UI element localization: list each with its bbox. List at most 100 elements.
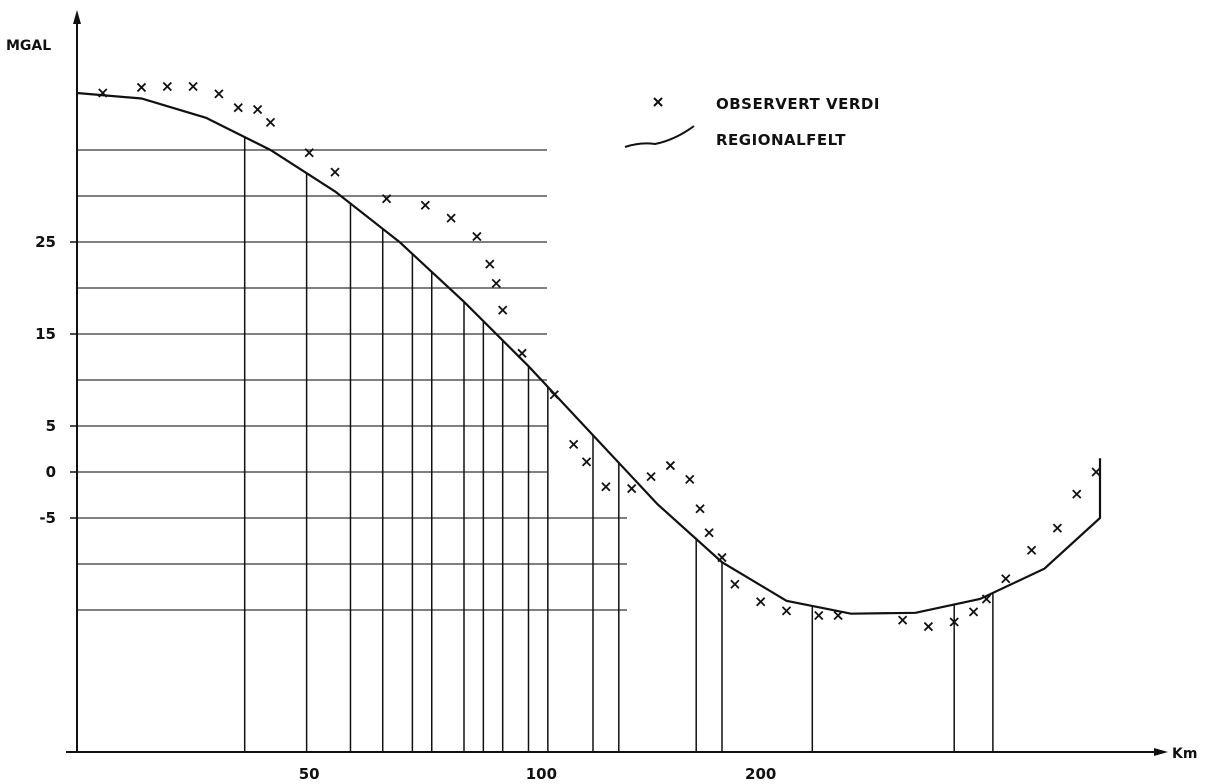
observed-point-stroke xyxy=(517,348,527,358)
observed-point xyxy=(491,278,501,289)
observed-point-stroke xyxy=(381,194,392,204)
observed-point xyxy=(730,579,740,589)
observed-point-stroke xyxy=(265,117,276,128)
observed-point xyxy=(949,617,959,627)
observed-point xyxy=(485,259,495,269)
observed-point-stroke xyxy=(781,606,792,616)
observed-point-stroke xyxy=(485,259,495,269)
observed-point-stroke xyxy=(233,103,243,113)
y-tick-label: -5 xyxy=(39,509,56,527)
observed-point xyxy=(646,471,656,482)
observed-point-stroke xyxy=(814,610,824,621)
observed-point-stroke xyxy=(420,200,430,210)
observed-point xyxy=(627,483,637,494)
y-tick-label: 5 xyxy=(46,417,56,435)
observed-point-stroke xyxy=(981,594,992,604)
observed-point-stroke xyxy=(923,621,934,632)
observed-point xyxy=(981,594,992,604)
observed-point-stroke xyxy=(665,460,676,471)
legend-line-icon xyxy=(624,125,695,148)
observed-point xyxy=(833,610,843,621)
observed-point-stroke xyxy=(695,504,705,514)
y-tick-label: 0 xyxy=(46,463,56,481)
legend-regional-label: REGIONALFELT xyxy=(716,131,846,149)
y-tick-label: 15 xyxy=(35,325,56,343)
observed-point-stroke xyxy=(1072,489,1082,499)
observed-point xyxy=(704,528,714,538)
observed-point-stroke xyxy=(704,528,714,538)
observed-point xyxy=(1026,545,1037,555)
observed-point-stroke xyxy=(897,615,908,625)
observed-point-stroke xyxy=(491,278,501,289)
observed-point-stroke xyxy=(472,231,482,242)
observed-point-stroke xyxy=(446,213,456,223)
observed-point xyxy=(446,213,456,223)
observed-point xyxy=(498,305,508,315)
observed-point-stroke xyxy=(549,390,559,400)
observed-point xyxy=(569,439,579,450)
observed-point-stroke xyxy=(756,597,766,607)
observed-point-stroke xyxy=(581,457,592,467)
observed-point xyxy=(1052,523,1063,533)
observed-point-stroke xyxy=(1091,467,1101,477)
observed-point xyxy=(472,231,482,242)
observed-point-stroke xyxy=(569,439,579,450)
observed-point-stroke xyxy=(98,88,108,98)
observed-point xyxy=(1091,467,1101,477)
observed-point-stroke xyxy=(330,167,340,177)
observed-point-stroke xyxy=(717,552,727,563)
legend: OBSERVERT VERDI REGIONALFELT xyxy=(624,95,880,149)
axes xyxy=(66,10,1168,756)
observed-point xyxy=(381,194,392,204)
observed-point-stroke xyxy=(601,482,611,492)
observed-point xyxy=(923,621,934,632)
y-tick-labels: 25 15 5 0 -5 xyxy=(35,233,77,527)
observed-point xyxy=(517,348,527,358)
observed-point xyxy=(897,615,908,625)
observed-point xyxy=(781,606,792,616)
observed-point xyxy=(136,82,147,93)
x-axis-arrow xyxy=(1154,748,1168,756)
observed-point xyxy=(549,390,559,400)
observed-point xyxy=(814,610,824,621)
observed-point-stroke xyxy=(214,89,224,99)
observed-point xyxy=(685,474,695,484)
x-tick-label: 50 xyxy=(299,765,320,783)
x-tick-label: 200 xyxy=(745,765,776,783)
observed-point xyxy=(1001,574,1011,584)
observed-point-stroke xyxy=(949,617,959,627)
observed-point xyxy=(756,597,766,607)
observed-point-stroke xyxy=(1001,574,1011,584)
observed-point-stroke xyxy=(627,483,637,494)
observed-point-stroke xyxy=(646,471,656,482)
legend-cross-icon xyxy=(653,97,663,107)
observed-point xyxy=(188,81,198,92)
observed-point-stroke xyxy=(833,610,843,621)
observed-point-stroke xyxy=(252,104,263,115)
observed-point-stroke xyxy=(1052,523,1063,533)
y-axis-arrow xyxy=(73,10,81,24)
construction-lines xyxy=(77,137,994,752)
observed-point-stroke xyxy=(685,474,695,484)
y-axis-label: MGAL xyxy=(6,38,51,54)
observed-point xyxy=(695,504,705,514)
observed-point-stroke xyxy=(136,82,147,93)
observed-point xyxy=(233,103,243,113)
x-tick-labels: 50 100 200 xyxy=(299,765,777,783)
observed-point-stroke xyxy=(162,81,172,92)
observed-point xyxy=(265,117,276,128)
observed-point-stroke xyxy=(1026,545,1037,555)
observed-point xyxy=(1072,489,1082,499)
observed-point-stroke xyxy=(498,305,508,315)
observed-points xyxy=(98,81,1101,632)
legend-observed-label: OBSERVERT VERDI xyxy=(716,95,880,113)
observed-point xyxy=(717,552,727,563)
x-axis-label: Km xyxy=(1172,746,1197,762)
observed-point xyxy=(581,457,592,467)
observed-point xyxy=(98,88,108,98)
observed-point xyxy=(420,200,430,210)
regional-field-line xyxy=(76,91,1102,615)
observed-point xyxy=(162,81,172,92)
observed-point-stroke xyxy=(968,607,979,617)
